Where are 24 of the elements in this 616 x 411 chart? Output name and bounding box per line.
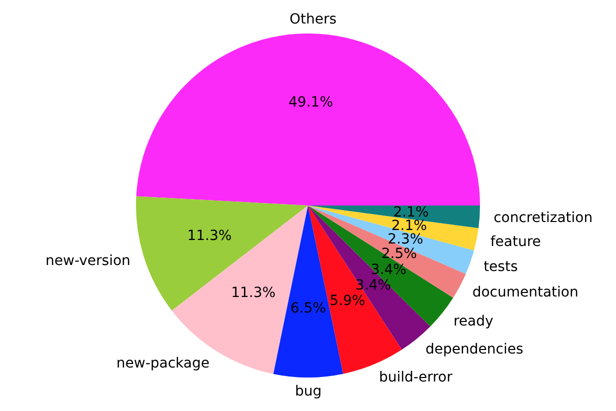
slice-label: dependencies bbox=[426, 342, 524, 358]
slice-label: new-package bbox=[116, 355, 210, 372]
data-label: 3.4% bbox=[370, 262, 406, 278]
data-label: 2.1% bbox=[393, 204, 429, 220]
data-label: 11.3% bbox=[187, 228, 232, 244]
slice-label: ready bbox=[453, 313, 494, 330]
data-label: 2.1% bbox=[391, 218, 427, 234]
slice-label: tests bbox=[484, 258, 518, 275]
data-label: 2.5% bbox=[381, 246, 417, 262]
slice-label: concretization bbox=[494, 210, 593, 226]
data-label: 49.1% bbox=[288, 94, 333, 110]
slice-label: Others bbox=[289, 12, 336, 28]
data-label: 5.9% bbox=[330, 292, 366, 309]
pie-slice bbox=[136, 34, 480, 206]
slice-label: feature bbox=[490, 234, 541, 250]
slice-label: new-version bbox=[46, 252, 130, 269]
data-label: 6.5% bbox=[290, 300, 326, 317]
pie-slice bbox=[308, 206, 480, 228]
slice-label: build-error bbox=[378, 369, 453, 386]
data-label: 2.3% bbox=[388, 232, 424, 248]
pie-slice bbox=[308, 206, 474, 274]
slice-label: bug bbox=[294, 384, 322, 400]
data-label: 11.3% bbox=[231, 285, 276, 302]
slice-label: documentation bbox=[472, 284, 578, 301]
